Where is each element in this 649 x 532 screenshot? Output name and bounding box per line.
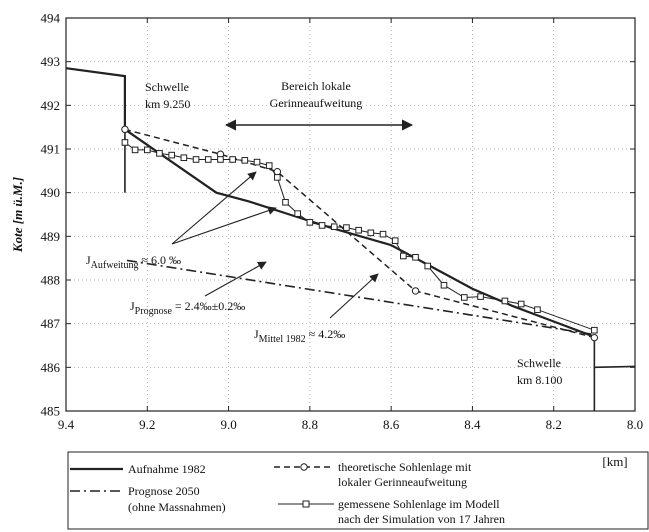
y-tick-label: 491	[41, 142, 61, 157]
j-aufweitung-label: JAufweitung ≈ 6.0 ‰	[86, 253, 181, 271]
x-tick-label: 8.0	[627, 417, 643, 432]
data-point-square	[318, 222, 326, 229]
legend-marker-circle	[300, 463, 308, 471]
data-point-square	[391, 237, 399, 244]
data-point-square	[143, 146, 151, 154]
data-point-square	[534, 306, 541, 313]
data-point-square	[424, 262, 432, 270]
x-tick-label: 8.4	[464, 417, 481, 432]
data-point-square	[501, 297, 509, 305]
legend-label-gemessen: gemessene Sohlenlage im Modell	[338, 497, 500, 511]
series-prognose-2050-line	[126, 259, 595, 336]
data-point-square	[204, 156, 212, 163]
data-point-circle	[590, 333, 599, 342]
weir-line	[594, 365, 636, 369]
legend-marker-square	[302, 500, 310, 508]
data-point-square	[131, 146, 139, 154]
x-axis-label: [km]	[602, 454, 627, 469]
bereich-label-line2: Gerinneaufweitung	[270, 96, 363, 110]
data-point-square	[330, 223, 338, 231]
legend-label-gemessen-2: nach der Simulation von 17 Jahren	[338, 512, 505, 526]
data-point-square	[241, 157, 249, 164]
j-mittel-label: JMittel 1982 ≈ 4.2‰	[254, 327, 345, 345]
data-point-square	[355, 226, 362, 234]
y-axis-label: Kote [m ü.M.]	[10, 177, 25, 253]
data-point-circle	[411, 287, 420, 295]
data-point-square	[192, 156, 200, 163]
series-theoretische-sohlenlage-line	[124, 128, 595, 339]
y-tick-label: 492	[41, 98, 61, 113]
y-tick-label: 489	[41, 229, 61, 244]
legend-label-theoretisch-2: lokaler Gerinneaufweitung	[338, 475, 467, 489]
y-tick-label: 488	[41, 273, 61, 288]
y-tick-label: 494	[41, 11, 61, 26]
data-point-square	[180, 154, 188, 162]
legend-label-prognose-note: (ohne Massnahmen)	[128, 500, 226, 514]
data-point-square	[412, 253, 419, 261]
data-point-square	[517, 300, 525, 308]
j-aufweitung-arrow-1	[171, 171, 257, 245]
schwelle-downstream-label: Schwelle	[517, 356, 561, 370]
data-point-square	[461, 294, 468, 301]
schwelle-downstream-km: km 8.100	[517, 373, 562, 387]
x-tick-label: 9.2	[139, 417, 155, 432]
y-tick-label: 490	[41, 185, 61, 200]
legend-label-aufnahme: Aufnahme 1982	[128, 462, 206, 476]
data-point-square	[156, 150, 163, 157]
data-point-square	[217, 156, 224, 163]
data-point-square	[440, 281, 448, 289]
schwelle-upstream-km: km 9.250	[145, 97, 190, 111]
legend-label-prognose: Prognose 2050	[128, 484, 200, 498]
series-gemessene-sohlenlage-line	[124, 142, 595, 331]
data-point-square	[379, 230, 387, 238]
data-point-square	[400, 252, 407, 260]
data-point-square	[253, 158, 261, 166]
data-point-square	[121, 139, 129, 146]
data-point-square	[294, 210, 301, 217]
j-prognose-arrow	[204, 261, 267, 297]
data-point-square	[367, 229, 375, 237]
x-tick-label: 9.4	[58, 417, 75, 432]
data-point-square	[306, 219, 314, 226]
legend-label-theoretisch: theoretische Sohlenlage mit	[338, 460, 472, 474]
data-point-square	[168, 151, 175, 159]
legend-box	[67, 451, 649, 530]
j-mittel-arrow	[329, 273, 379, 319]
data-point-square	[265, 162, 273, 169]
j-prognose-label: JPrognose = 2.4‰±0.2‰	[130, 299, 245, 317]
data-point-square	[274, 174, 281, 181]
bereich-label-line1: Bereich lokale	[281, 79, 351, 93]
y-tick-label: 487	[41, 316, 61, 331]
data-point-square	[477, 293, 484, 300]
y-tick-label: 493	[41, 54, 61, 69]
x-tick-label: 8.2	[546, 417, 562, 432]
j-aufweitung-arrow-2	[171, 206, 277, 245]
y-tick-label: 485	[41, 404, 61, 419]
x-tick-label: 8.6	[383, 417, 400, 432]
plot-frame	[65, 17, 636, 412]
data-point-square	[282, 198, 289, 206]
y-tick-label: 486	[41, 360, 61, 375]
data-point-square	[343, 224, 350, 231]
schwelle-upstream-label: Schwelle	[145, 80, 189, 94]
x-tick-label: 9.0	[220, 417, 236, 432]
data-point-circle	[121, 125, 129, 134]
x-tick-label: 8.8	[302, 417, 318, 432]
data-point-square	[591, 326, 598, 334]
data-point-square	[229, 156, 236, 163]
